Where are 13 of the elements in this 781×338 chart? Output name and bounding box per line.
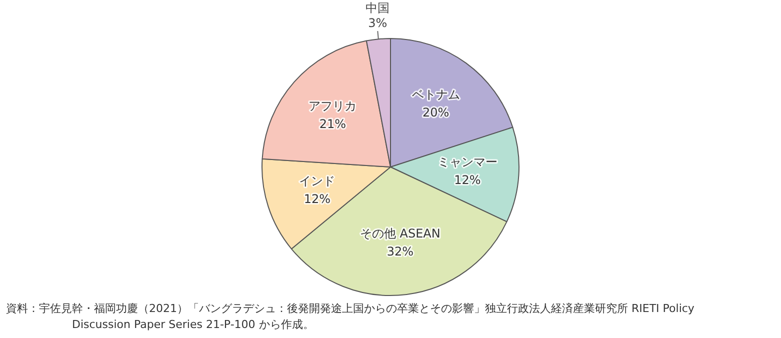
data-label: 20%: [422, 106, 450, 120]
data-label: 12%: [454, 172, 481, 187]
data-label: 32%: [386, 244, 414, 259]
slice-label: ベトナム: [412, 88, 460, 102]
text: 資料：宇佐見幹・福岡功慶（2021）「バングラデシュ：後発開発途上国からの卒業とその影響」独立行政法人経済産業研究所 RIETI Policy Discussion Paper Series 21-P-100 から作成。: [6, 301, 696, 333]
slice-label: インド: [299, 174, 336, 188]
slice-label: ミャンマー: [437, 154, 498, 169]
data-label: 3%: [368, 16, 388, 30]
slice-label: 中国: [366, 1, 390, 16]
slice-label: アフリカ: [308, 99, 357, 114]
data-label: 12%: [304, 192, 331, 206]
data-label: 21%: [319, 117, 346, 132]
slice-label: その他 ASEAN: [360, 226, 440, 241]
